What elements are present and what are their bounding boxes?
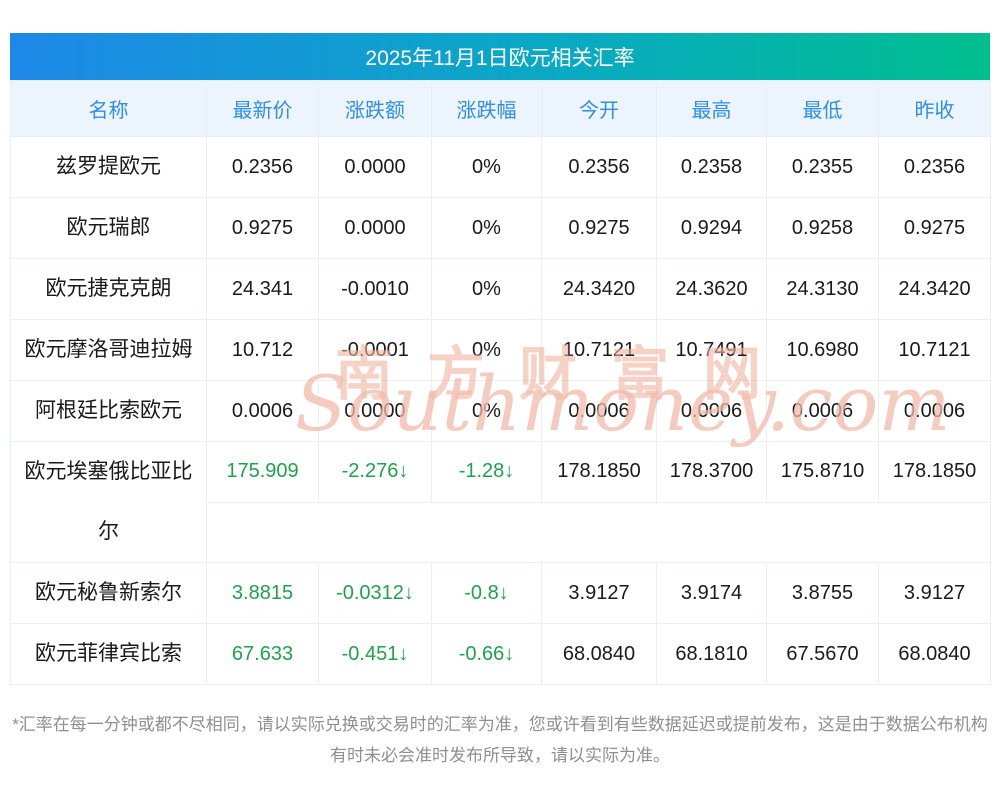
column-header-name: 名称 — [10, 80, 207, 137]
cell-change-pct: 0% — [431, 319, 542, 381]
header-row: 名称 最新价 涨跌额 涨跌幅 今开 最高 最低 昨收 — [10, 80, 991, 137]
cell-prev-close: 3.9127 — [878, 562, 991, 624]
cell-high: 3.9174 — [656, 562, 767, 624]
cell-low: 3.8755 — [766, 562, 879, 624]
cell-change-pct: 0% — [431, 258, 542, 320]
cell-change: -2.276↓ — [318, 441, 432, 503]
page-title: 2025年11月1日欧元相关汇率 — [365, 46, 635, 70]
cell-name: 欧元埃塞俄比亚比尔 — [10, 441, 207, 563]
cell-low: 0.9258 — [766, 197, 879, 259]
cell-high: 0.2358 — [656, 136, 767, 198]
column-header-low: 最低 — [766, 80, 879, 137]
cell-open: 0.9275 — [541, 197, 657, 259]
cell-open: 3.9127 — [541, 562, 657, 624]
cell-change: -0.451↓ — [318, 623, 432, 685]
table-row: 阿根廷比索欧元 0.0006 0.0000 0% 0.0006 0.0006 0… — [10, 380, 991, 442]
cell-low: 24.3130 — [766, 258, 879, 320]
table-row: 欧元埃塞俄比亚比尔 175.909 -2.276↓ -1.28↓ 178.185… — [10, 441, 991, 563]
cell-open: 0.0006 — [541, 380, 657, 442]
cell-name: 欧元菲律宾比索 — [10, 623, 207, 685]
cell-prev-close: 0.0006 — [878, 380, 991, 442]
cell-latest: 3.8815 — [206, 562, 319, 624]
cell-high: 178.3700 — [656, 441, 767, 503]
cell-high: 0.0006 — [656, 380, 767, 442]
cell-high: 68.1810 — [656, 623, 767, 685]
cell-latest: 67.633 — [206, 623, 319, 685]
cell-name: 欧元捷克克朗 — [10, 258, 207, 320]
cell-change-pct: -1.28↓ — [431, 441, 542, 503]
table-row: 兹罗提欧元 0.2356 0.0000 0% 0.2356 0.2358 0.2… — [10, 136, 991, 198]
table-row: 欧元摩洛哥迪拉姆 10.712 -0.0001 0% 10.7121 10.74… — [10, 319, 991, 381]
cell-high: 10.7491 — [656, 319, 767, 381]
cell-open: 0.2356 — [541, 136, 657, 198]
cell-open: 68.0840 — [541, 623, 657, 685]
cell-low: 67.5670 — [766, 623, 879, 685]
cell-change: -0.0001 — [318, 319, 432, 381]
cell-name: 欧元瑞郎 — [10, 197, 207, 259]
cell-latest: 0.9275 — [206, 197, 319, 259]
cell-change-pct: -0.66↓ — [431, 623, 542, 685]
cell-prev-close: 0.2356 — [878, 136, 991, 198]
cell-open: 24.3420 — [541, 258, 657, 320]
cell-change: -0.0010 — [318, 258, 432, 320]
cell-open: 178.1850 — [541, 441, 657, 503]
table-row: 欧元秘鲁新索尔 3.8815 -0.0312↓ -0.8↓ 3.9127 3.9… — [10, 562, 991, 624]
cell-low: 175.8710 — [766, 441, 879, 503]
cell-change: -0.0312↓ — [318, 562, 432, 624]
table-row: 欧元菲律宾比索 67.633 -0.451↓ -0.66↓ 68.0840 68… — [10, 623, 991, 685]
cell-latest: 24.341 — [206, 258, 319, 320]
cell-low: 0.0006 — [766, 380, 879, 442]
cell-latest: 0.2356 — [206, 136, 319, 198]
cell-latest: 175.909 — [206, 441, 319, 503]
exchange-rates-table: 名称 最新价 涨跌额 涨跌幅 今开 最高 最低 昨收 兹罗提欧元 0.2356 … — [10, 80, 991, 685]
column-header-high: 最高 — [656, 80, 767, 137]
table-row: 欧元瑞郎 0.9275 0.0000 0% 0.9275 0.9294 0.92… — [10, 197, 991, 259]
cell-name: 阿根廷比索欧元 — [10, 380, 207, 442]
cell-latest: 0.0006 — [206, 380, 319, 442]
column-header-change-pct: 涨跌幅 — [431, 80, 542, 137]
cell-change: 0.0000 — [318, 380, 432, 442]
cell-prev-close: 24.3420 — [878, 258, 991, 320]
table-row: 欧元捷克克朗 24.341 -0.0010 0% 24.3420 24.3620… — [10, 258, 991, 320]
cell-prev-close: 0.9275 — [878, 197, 991, 259]
cell-name: 欧元摩洛哥迪拉姆 — [10, 319, 207, 381]
cell-change-pct: -0.8↓ — [431, 562, 542, 624]
title-bar: 2025年11月1日欧元相关汇率 — [10, 33, 990, 80]
disclaimer-footnote: *汇率在每一分钟或都不尽相同，请以实际兑换或交易时的汇率为准，您或许看到有些数据… — [12, 715, 988, 766]
cell-latest: 10.712 — [206, 319, 319, 381]
cell-low: 0.2355 — [766, 136, 879, 198]
cell-prev-close: 178.1850 — [878, 441, 991, 503]
cell-name: 兹罗提欧元 — [10, 136, 207, 198]
cell-prev-close: 68.0840 — [878, 623, 991, 685]
table-row-overflow — [11, 501, 991, 563]
column-header-change: 涨跌额 — [318, 80, 432, 137]
column-header-prev-close: 昨收 — [878, 80, 991, 137]
empty-cell — [206, 501, 991, 563]
cell-change-pct: 0% — [431, 197, 542, 259]
cell-high: 0.9294 — [656, 197, 767, 259]
cell-prev-close: 10.7121 — [878, 319, 991, 381]
column-header-latest: 最新价 — [206, 80, 319, 137]
cell-change-pct: 0% — [431, 136, 542, 198]
cell-change: 0.0000 — [318, 136, 432, 198]
cell-open: 10.7121 — [541, 319, 657, 381]
cell-change: 0.0000 — [318, 197, 432, 259]
cell-low: 10.6980 — [766, 319, 879, 381]
cell-change-pct: 0% — [431, 380, 542, 442]
cell-high: 24.3620 — [656, 258, 767, 320]
column-header-open: 今开 — [541, 80, 657, 137]
cell-name: 欧元秘鲁新索尔 — [10, 562, 207, 624]
